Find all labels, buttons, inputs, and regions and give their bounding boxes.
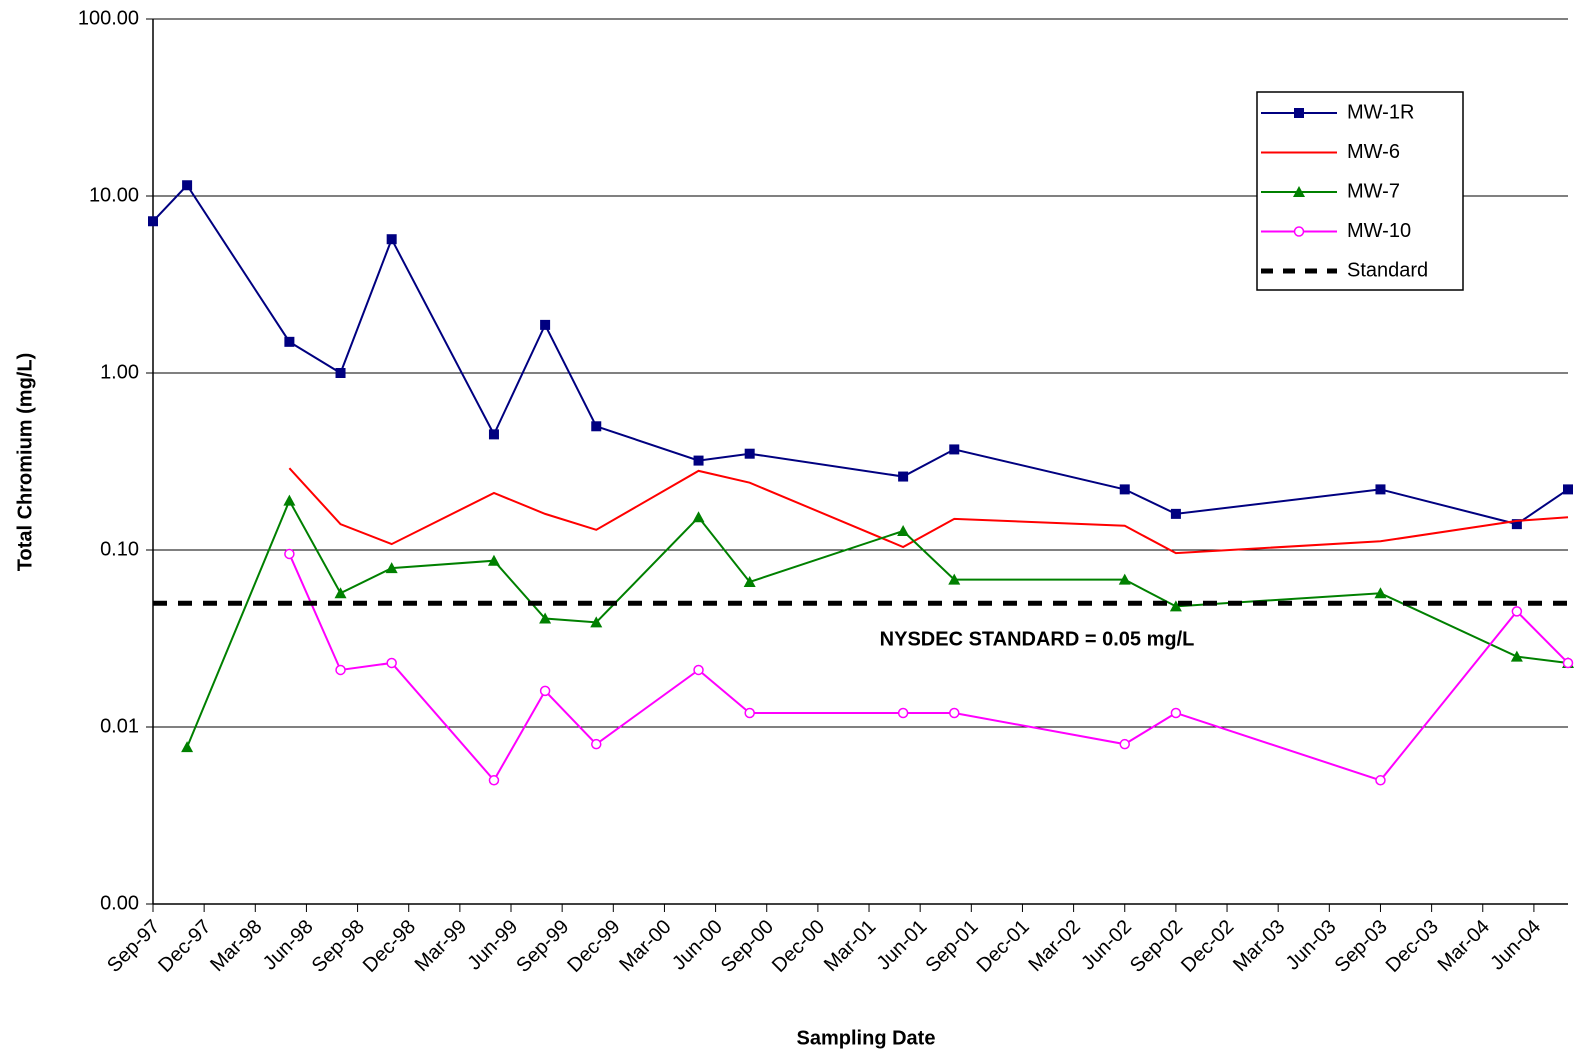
x-tick-label: Sep-00 xyxy=(717,916,778,977)
marker xyxy=(949,707,960,719)
marker xyxy=(1375,775,1386,786)
marker xyxy=(693,664,704,676)
x-tick-label: Jun-02 xyxy=(1077,916,1136,975)
marker xyxy=(590,616,603,628)
marker xyxy=(897,525,910,537)
x-tick-label: Dec-97 xyxy=(154,916,215,977)
y-tick-label: 1.00 xyxy=(100,361,139,383)
x-tick-label: Jun-99 xyxy=(463,916,522,975)
legend-label: MW-10 xyxy=(1347,220,1411,242)
marker xyxy=(1118,573,1131,585)
marker xyxy=(386,657,397,669)
series-line xyxy=(288,467,1569,555)
legend-label: MW-7 xyxy=(1347,180,1400,202)
y-tick-label: 0.00 xyxy=(100,892,139,914)
x-tick-label: Dec-98 xyxy=(359,916,420,977)
marker xyxy=(488,429,499,440)
marker xyxy=(539,612,552,624)
x-tick-label: Mar-99 xyxy=(411,916,471,976)
x-tick-label: Sep-99 xyxy=(512,916,573,977)
marker xyxy=(1374,587,1387,599)
x-axis-title: Sampling Date xyxy=(797,1027,936,1049)
x-tick-label: Mar-02 xyxy=(1025,916,1085,976)
marker xyxy=(540,319,551,330)
y-tick-label: 10.00 xyxy=(89,184,139,206)
marker xyxy=(335,664,346,676)
marker xyxy=(284,548,295,560)
marker xyxy=(591,738,602,750)
marker xyxy=(744,448,755,459)
x-tick-label: Dec-99 xyxy=(563,916,624,977)
marker xyxy=(181,741,194,753)
x-tick-label: Mar-00 xyxy=(615,916,675,976)
x-tick-label: Dec-02 xyxy=(1177,916,1238,977)
y-axis-title: Total Chromium (mg/L) xyxy=(14,353,36,572)
marker xyxy=(1119,738,1130,750)
marker xyxy=(1375,484,1386,495)
marker xyxy=(948,573,961,585)
marker xyxy=(334,587,347,599)
x-tick-label: Dec-01 xyxy=(973,916,1034,977)
x-tick-label: Jun-04 xyxy=(1486,916,1545,975)
x-tick-label: Mar-03 xyxy=(1229,916,1289,976)
marker xyxy=(488,775,500,786)
y-tick-label: 0.10 xyxy=(100,538,139,560)
marker xyxy=(591,421,602,432)
marker xyxy=(1170,707,1182,719)
marker xyxy=(898,471,909,482)
marker xyxy=(1294,108,1304,118)
legend-label: Standard xyxy=(1347,259,1428,281)
legend-label: MW-1R xyxy=(1347,101,1414,123)
x-tick-label: Mar-04 xyxy=(1434,916,1494,976)
marker xyxy=(1169,600,1182,612)
marker xyxy=(1563,484,1573,495)
series-line xyxy=(288,553,1569,782)
x-tick-label: Jun-03 xyxy=(1282,916,1341,975)
marker xyxy=(1511,519,1522,530)
marker xyxy=(283,494,296,506)
marker xyxy=(385,562,398,574)
x-tick-label: Dec-03 xyxy=(1382,916,1443,977)
x-tick-label: Sep-01 xyxy=(921,916,982,977)
marker xyxy=(1511,606,1523,617)
marker xyxy=(744,707,755,719)
marker xyxy=(1510,650,1523,662)
marker xyxy=(539,685,551,697)
legend-label: MW-6 xyxy=(1347,141,1400,163)
x-tick-label: Jun-98 xyxy=(259,916,318,975)
marker xyxy=(897,707,909,719)
marker xyxy=(1170,508,1181,519)
marker xyxy=(284,336,295,347)
x-tick-label: Mar-01 xyxy=(820,916,880,976)
marker xyxy=(335,368,346,378)
series-line xyxy=(186,498,1569,748)
y-tick-label: 100.00 xyxy=(78,7,139,29)
marker xyxy=(148,216,158,227)
marker xyxy=(1293,226,1305,237)
x-tick-label: Jun-00 xyxy=(668,916,727,975)
marker xyxy=(949,444,960,455)
marker xyxy=(1293,186,1305,197)
x-tick-label: Mar-98 xyxy=(206,916,266,976)
marker xyxy=(386,234,397,245)
marker xyxy=(487,554,500,566)
y-tick-label: 0.01 xyxy=(100,715,139,737)
marker xyxy=(743,575,756,587)
marker xyxy=(182,180,193,191)
x-tick-label: Sep-03 xyxy=(1331,916,1392,977)
marker xyxy=(693,455,704,466)
annotation: NYSDEC STANDARD = 0.05 mg/L xyxy=(880,628,1195,650)
x-tick-label: Jun-01 xyxy=(873,916,932,975)
marker xyxy=(692,511,705,523)
marker xyxy=(1119,484,1130,495)
x-tick-label: Dec-00 xyxy=(768,916,829,977)
x-tick-label: Sep-97 xyxy=(103,916,164,977)
x-tick-label: Sep-02 xyxy=(1126,916,1187,977)
x-tick-label: Sep-98 xyxy=(308,916,369,977)
marker xyxy=(1562,657,1574,669)
